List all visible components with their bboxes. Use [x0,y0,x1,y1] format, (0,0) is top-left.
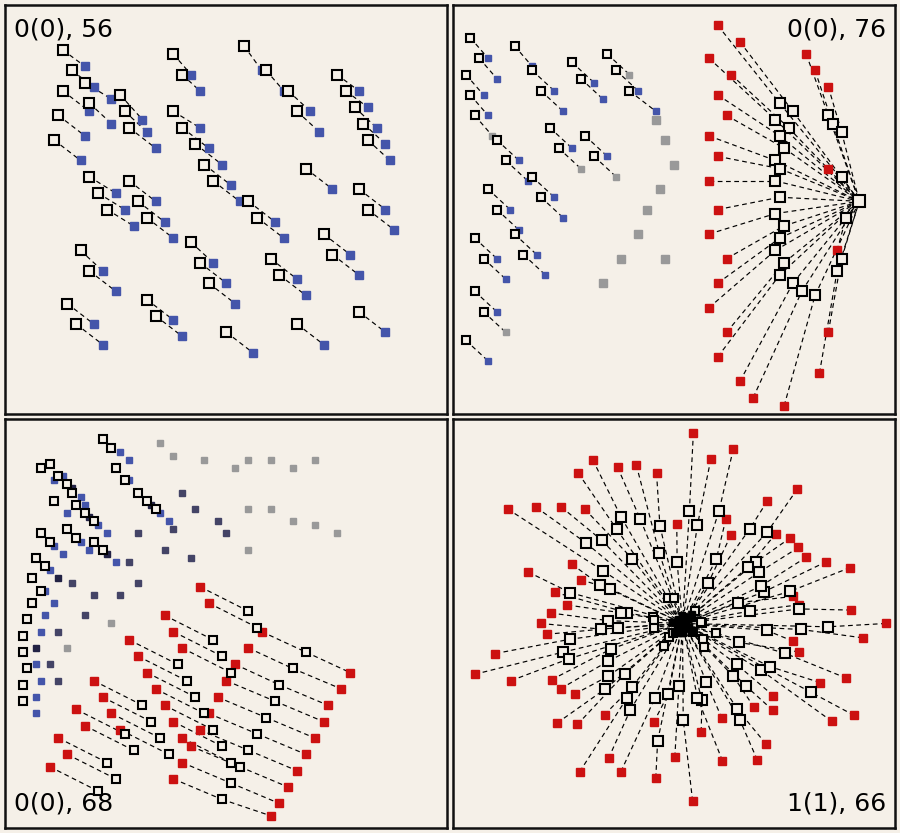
Text: 1(1), 66: 1(1), 66 [787,791,886,816]
Text: 0(0), 68: 0(0), 68 [14,791,113,816]
Text: 0(0), 56: 0(0), 56 [14,17,113,42]
Text: 0(0), 76: 0(0), 76 [787,17,886,42]
